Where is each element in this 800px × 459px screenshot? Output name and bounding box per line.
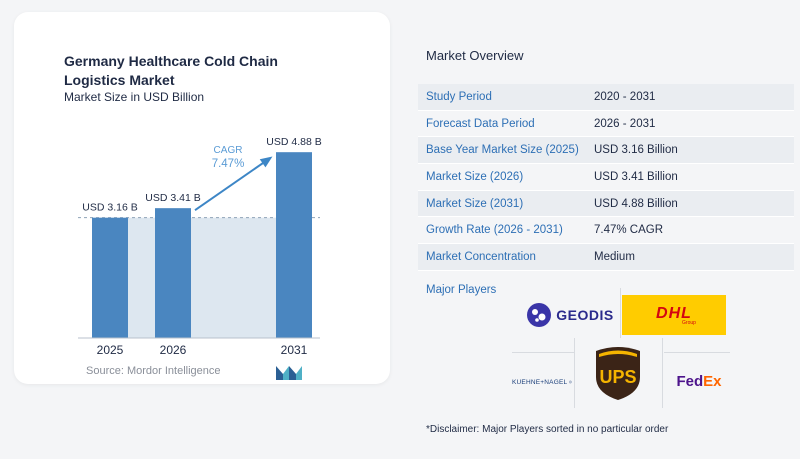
bar-2025 (92, 217, 128, 338)
mordor-intelligence-logo (276, 366, 302, 380)
cagr-arrow (194, 157, 271, 211)
logo-divider (512, 352, 574, 353)
overview-table: Study Period 2020 - 2031 Forecast Data Per… (418, 84, 794, 271)
kuehne-nagel-logo: KUEHNE+NAGEL (512, 372, 572, 392)
overview-row-value: 2020 - 2031 (594, 90, 656, 103)
chart-title: Germany Healthcare Cold Chain Logistics … (64, 53, 278, 88)
market-size-chart: USD 3.16 B USD 3.41 B USD 4.88 B 2025 2026 2… (78, 136, 322, 357)
overview-row-key: Market Size (2031) (426, 197, 524, 210)
overview-row-value: USD 3.16 Billion (594, 144, 678, 157)
cagr-value: 7.47% (212, 158, 245, 170)
data-label-2026: USD 3.41 B (145, 192, 200, 204)
bar-2026 (155, 208, 191, 338)
overview-row-key: Base Year Market Size (2025) (426, 144, 579, 157)
fedex-logo-text-ex: Ex (703, 372, 722, 390)
overview-row-value: USD 4.88 Billion (594, 197, 678, 210)
overview-row-key: Market Concentration (426, 250, 536, 263)
overview-row: Forecast Data Period 2026 - 2031 (418, 111, 794, 138)
x-tick-2026: 2026 (160, 343, 187, 357)
logo-divider (664, 352, 730, 353)
dhl-logo-text: DHL (656, 304, 692, 322)
overview-row-value: Medium (594, 250, 635, 263)
overview-row-value: 2026 - 2031 (594, 117, 656, 130)
overview-row: Market Size (2031) USD 4.88 Billion (418, 190, 794, 218)
market-overview-panel: Market Overview Study Period 2020 - 2031 F… (412, 0, 800, 459)
disclaimer: *Disclaimer: Major Players sorted in no … (426, 424, 669, 435)
dhl-logo-subtext: Group (682, 319, 696, 326)
chart-subtitle: Market Size in USD Billion (64, 90, 205, 104)
overview-row-key: Market Size (2026) (426, 170, 524, 183)
anchor-icon (569, 380, 572, 384)
geodis-emblem-icon (527, 303, 552, 327)
geodis-logo: GEODIS (520, 294, 620, 336)
logo-divider (574, 338, 575, 408)
major-players-title: Major Players (426, 284, 497, 296)
overview-row: Market Size (2026) USD 3.41 Billion (418, 164, 794, 191)
overview-title: Market Overview (426, 48, 524, 63)
overview-row-key: Forecast Data Period (426, 117, 535, 130)
logo-divider (620, 288, 621, 338)
ups-shield-icon: UPS (596, 347, 640, 400)
logo-divider (662, 338, 663, 408)
x-tick-2031: 2031 (281, 343, 308, 357)
overview-row: Growth Rate (2026 - 2031) 7.47% CAGR (418, 217, 794, 245)
cagr-arrowhead (259, 156, 273, 168)
source-note: Source: Mordor Intelligence (86, 365, 221, 377)
overview-row: Study Period 2020 - 2031 (418, 84, 794, 111)
kuehne-nagel-logo-text: KUEHNE+NAGEL (512, 378, 568, 386)
overview-row-value: 7.47% CAGR (594, 224, 664, 237)
overview-row: Market Concentration Medium (418, 244, 794, 271)
dhl-logo: DHL Group (622, 295, 726, 335)
ups-logo-text: UPS (599, 367, 636, 387)
cagr-label: CAGR (214, 145, 243, 156)
data-label-2031: USD 4.88 B (266, 136, 321, 148)
overview-row: Base Year Market Size (2025) USD 3.16 Bil… (418, 137, 794, 165)
ups-logo: UPS (574, 338, 662, 408)
bar-2031 (276, 152, 312, 338)
overview-row-key: Study Period (426, 90, 492, 103)
x-tick-2025: 2025 (97, 343, 124, 357)
geodis-logo-text: GEODIS (556, 307, 614, 323)
overview-row-value: USD 3.41 Billion (594, 170, 678, 183)
fedex-logo: Fed Ex (666, 368, 732, 394)
overview-row-key: Growth Rate (2026 - 2031) (426, 224, 563, 237)
fedex-logo-text-fe: Fed (676, 372, 704, 390)
cagr-annotation: CAGR 7.47% (194, 145, 273, 211)
base-year-shade (128, 217, 276, 338)
data-label-2025: USD 3.16 B (82, 202, 137, 214)
